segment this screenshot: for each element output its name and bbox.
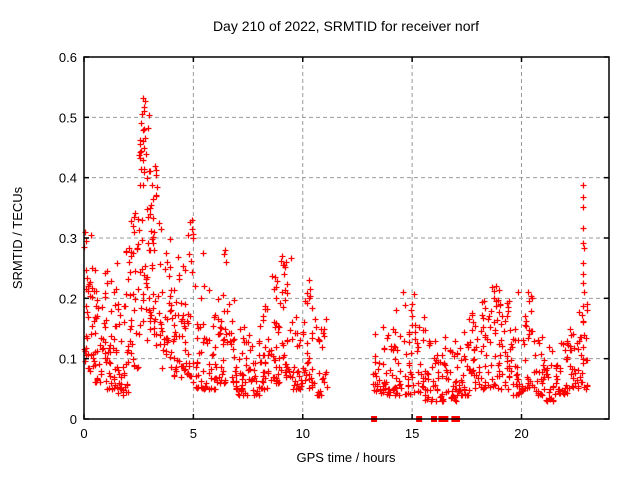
y-tick-label: 0.2 <box>59 291 77 306</box>
grid-lines <box>85 58 608 418</box>
y-axis-label: SRMTID / TECUs <box>10 186 25 289</box>
x-tick-label: 0 <box>80 426 87 441</box>
data-points <box>81 95 591 405</box>
x-tick-label: 5 <box>190 426 197 441</box>
y-tick-label: 0.3 <box>59 231 77 246</box>
x-tick-label: 20 <box>514 426 528 441</box>
y-tick-label: 0.4 <box>59 171 77 186</box>
axis-ticks <box>83 56 609 420</box>
plus-markers <box>81 95 591 405</box>
x-tick-label: 15 <box>405 426 419 441</box>
y-tick-label: 0.6 <box>59 50 77 65</box>
x-axis-label: GPS time / hours <box>297 450 396 465</box>
y-tick-label: 0 <box>70 412 77 427</box>
y-tick-label: 0.5 <box>59 110 77 125</box>
y-tick-label: 0.1 <box>59 352 77 367</box>
axis-tick-labels: 0 5 10 15 20 0 0.1 0.2 0.3 0.4 0.5 0.6 <box>59 50 529 441</box>
chart-title: Day 210 of 2022, SRMTID for receiver nor… <box>213 18 479 34</box>
x-tick-label: 10 <box>296 426 310 441</box>
